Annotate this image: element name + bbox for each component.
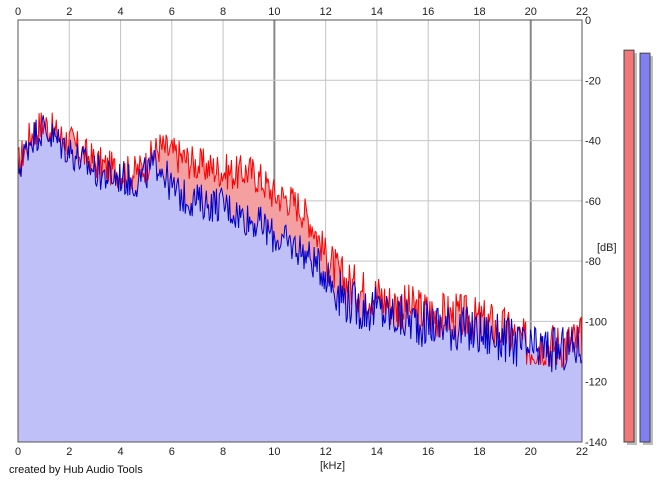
meter-bar-red [623, 49, 635, 443]
y-tick-label: -20 [585, 75, 601, 87]
x-tick-label-bottom: 4 [117, 446, 123, 458]
x-tick-label-bottom: 6 [169, 446, 175, 458]
y-tick-label: -80 [585, 256, 601, 268]
x-tick-label-top: 4 [117, 6, 123, 18]
x-tick-label-bottom: 20 [525, 446, 537, 458]
x-tick-label-top: 14 [371, 6, 383, 18]
x-tick-label-top: 18 [473, 6, 485, 18]
series-line-blue [17, 115, 583, 373]
x-tick-label-top: 12 [320, 6, 332, 18]
x-tick-labels-top: 0 2 4 6 8 10 12 14 16 18 20 22 [15, 6, 588, 18]
credit-text: created by Hub Audio Tools [9, 464, 143, 476]
x-tick-labels-bottom: 0 2 4 6 8 10 12 14 16 18 20 22 [15, 446, 588, 458]
y-tick-label: -120 [585, 377, 607, 389]
x-tick-label-bottom: 10 [268, 446, 280, 458]
x-tick-label-top: 16 [422, 6, 434, 18]
x-tick-label-top: 10 [268, 6, 280, 18]
x-tick-label-bottom: 16 [422, 446, 434, 458]
x-tick-label-top: 8 [220, 6, 226, 18]
meter-bar-blue [639, 52, 651, 443]
x-axis-label: [kHz] [320, 460, 345, 472]
level-meters [623, 49, 653, 446]
spectrum-lines [17, 112, 583, 373]
y-tick-label: -40 [585, 136, 601, 148]
x-tick-label-top: 20 [525, 6, 537, 18]
y-tick-label: 0 [585, 15, 591, 27]
x-tick-label-bottom: 0 [15, 446, 21, 458]
series-area-blue [18, 115, 582, 442]
y-axis-label: [dB] [597, 242, 617, 254]
y-tick-label: -60 [585, 196, 601, 208]
x-tick-label-bottom: 22 [576, 446, 588, 458]
x-tick-label-bottom: 8 [220, 446, 226, 458]
y-tick-labels: 0 -20 -40 -60 -80 -100 -120 -140 [585, 15, 607, 449]
x-tick-label-top: 22 [576, 6, 588, 18]
x-tick-label-top: 0 [15, 6, 21, 18]
x-tick-label-bottom: 18 [473, 446, 485, 458]
spectrum-areas [18, 112, 582, 442]
x-tick-label-top: 6 [169, 6, 175, 18]
x-tick-label-top: 2 [66, 6, 72, 18]
x-tick-label-bottom: 2 [66, 446, 72, 458]
series-line-red [17, 112, 583, 368]
y-tick-label: -140 [585, 437, 607, 449]
x-tick-label-bottom: 12 [320, 446, 332, 458]
x-tick-label-bottom: 14 [371, 446, 383, 458]
y-tick-label: -100 [585, 316, 607, 328]
plot-frame [17, 19, 583, 443]
